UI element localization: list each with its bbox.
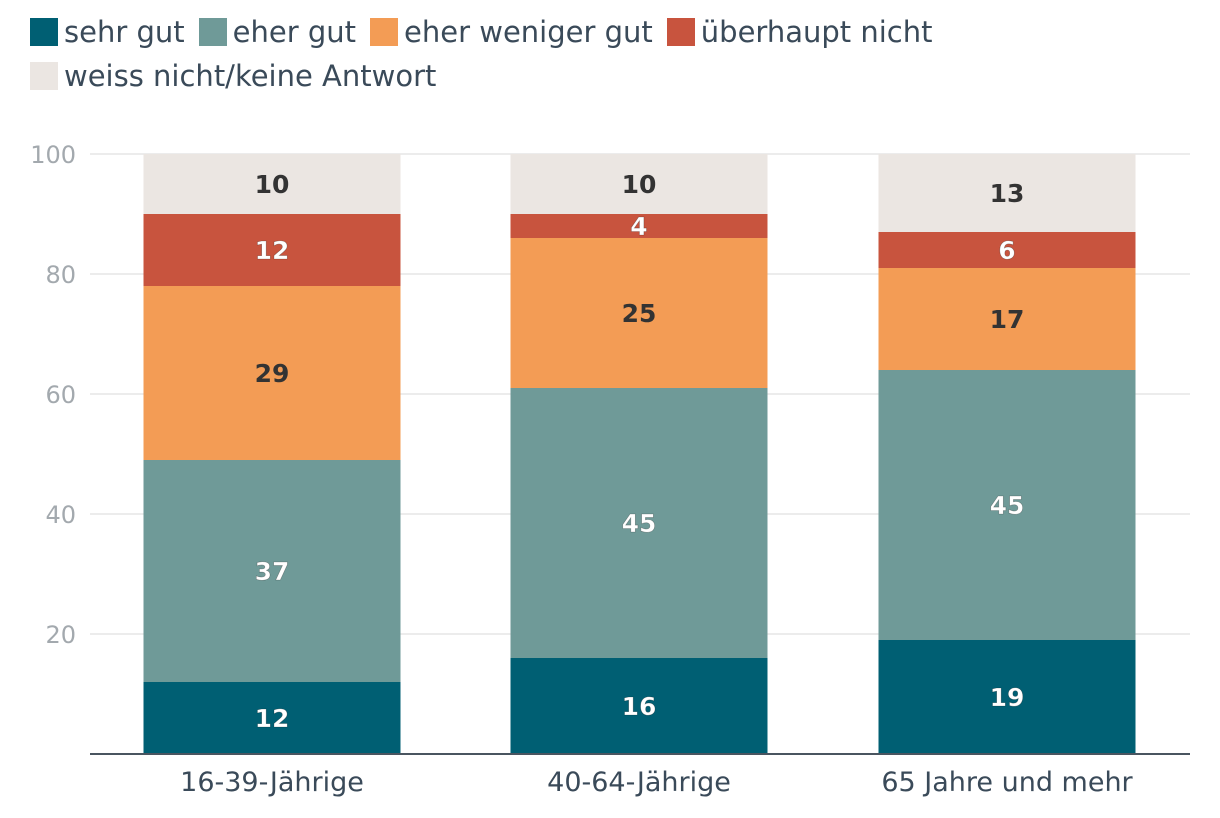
legend-swatch — [370, 18, 399, 46]
data-label: 17 — [990, 305, 1025, 334]
legend-swatch — [666, 18, 695, 46]
bar-segment — [878, 232, 1136, 268]
y-tick-label: 60 — [45, 381, 76, 409]
legend-swatch — [30, 62, 58, 90]
legend-label: überhaupt nicht — [700, 15, 933, 49]
bar-segment — [143, 286, 401, 460]
bar-segment — [878, 154, 1136, 232]
legend: sehr gut eher gut eher weniger gut überhaup… — [30, 10, 1070, 98]
bar-segment — [510, 388, 768, 658]
data-label: 10 — [255, 170, 290, 199]
x-tick-label: 65 Jahre und mehr — [881, 767, 1133, 798]
bar-segment — [143, 154, 401, 214]
legend-label: sehr gut — [64, 15, 185, 49]
data-label: 12 — [255, 704, 290, 733]
data-label: 16 — [622, 692, 657, 721]
x-tick-label: 16-39-Jährige — [180, 767, 364, 798]
data-label: 29 — [255, 359, 290, 388]
y-tick-label: 20 — [45, 621, 76, 649]
bar-segment — [143, 214, 401, 286]
legend-label: eher gut — [232, 15, 357, 49]
bar-segment — [143, 460, 401, 682]
data-label: 19 — [990, 683, 1025, 712]
y-tick-label: 100 — [30, 141, 76, 169]
data-label: 12 — [255, 236, 290, 265]
data-label: 6 — [998, 236, 1015, 265]
data-label: 13 — [990, 179, 1025, 208]
legend-swatch — [30, 18, 58, 46]
data-label: 4 — [630, 212, 647, 241]
bar-segment — [143, 682, 401, 754]
legend-swatch — [198, 18, 227, 46]
data-label: 37 — [255, 557, 290, 586]
legend-item: weiss nicht/keine Antwort — [30, 54, 436, 98]
y-tick-label: 40 — [45, 501, 76, 529]
x-tick-label: 40-64-Jährige — [547, 767, 731, 798]
data-label: 10 — [622, 170, 657, 199]
data-label: 25 — [622, 299, 657, 328]
bar-segment — [510, 214, 768, 238]
bar-segment — [878, 268, 1136, 370]
legend-item: überhaupt nicht — [666, 10, 933, 54]
legend-item: eher gut — [198, 10, 357, 54]
bar-segment — [510, 238, 768, 388]
bar-segment — [878, 640, 1136, 754]
legend-item: eher weniger gut — [370, 10, 653, 54]
legend-item: sehr gut — [30, 10, 185, 54]
y-tick-label: 80 — [45, 261, 76, 289]
data-label: 45 — [622, 509, 657, 538]
legend-label: weiss nicht/keine Antwort — [64, 59, 437, 93]
bar-segment — [878, 370, 1136, 640]
legend-label: eher weniger gut — [404, 15, 653, 49]
bar-segment — [510, 658, 768, 754]
bar-segment — [510, 154, 768, 214]
data-label: 45 — [990, 491, 1025, 520]
